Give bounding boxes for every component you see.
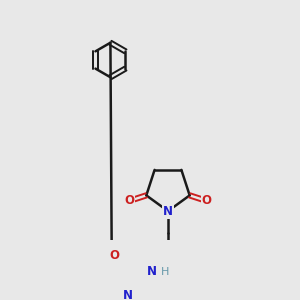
Text: N: N <box>163 205 173 218</box>
Text: N: N <box>147 265 157 278</box>
Text: O: O <box>110 250 119 262</box>
Text: N: N <box>123 289 133 300</box>
Text: H: H <box>161 267 169 277</box>
Text: O: O <box>124 194 134 207</box>
Text: O: O <box>202 194 212 207</box>
